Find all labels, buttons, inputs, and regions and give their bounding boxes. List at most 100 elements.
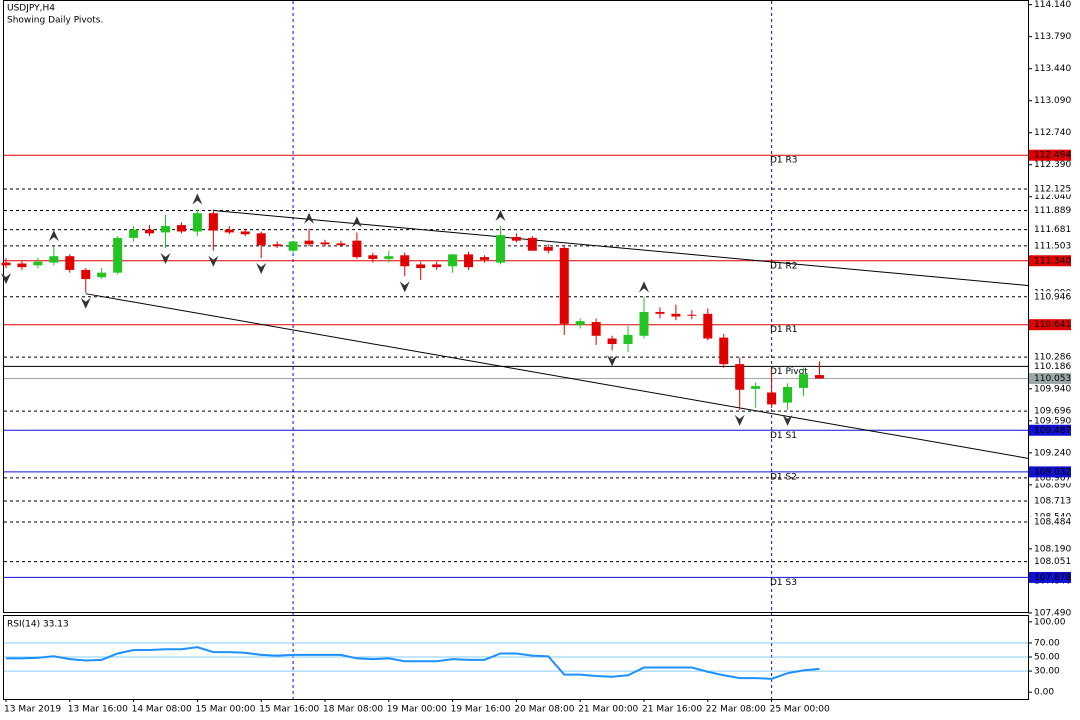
x-tick-label: 19 Mar 16:00 xyxy=(451,705,511,715)
level-label: 108.051 xyxy=(1034,557,1071,567)
candle-body xyxy=(384,256,394,259)
candle-body xyxy=(65,256,75,270)
level-label-box xyxy=(1029,516,1071,528)
candle-body xyxy=(81,269,91,280)
candle-body xyxy=(224,229,234,233)
level-label-box xyxy=(1029,472,1071,484)
candle-body xyxy=(17,263,27,268)
candle-body xyxy=(607,338,617,345)
y-tick-label: 112.040 xyxy=(1034,192,1071,202)
pivot-label-box xyxy=(1029,360,1071,372)
fractal-down xyxy=(256,263,267,275)
pivot-label-box xyxy=(1029,424,1071,436)
pivot-label-box xyxy=(1029,149,1071,161)
rsi-y-tick-label: 0.00 xyxy=(1034,688,1054,698)
candle-body xyxy=(751,386,761,389)
pivot-name: D1 R1 xyxy=(770,325,798,335)
y-tick-label: 109.590 xyxy=(1034,416,1071,426)
trend-line xyxy=(213,209,1029,286)
pivot-name: D1 S2 xyxy=(770,472,797,482)
level-label: 110.286 xyxy=(1034,353,1071,363)
pivot-name: D1 R2 xyxy=(770,261,798,271)
candle-body xyxy=(655,311,665,314)
x-tick-label: 22 Mar 08:00 xyxy=(706,705,766,715)
candle-body xyxy=(623,334,633,345)
candle-body xyxy=(527,237,537,251)
candle-body xyxy=(687,314,697,316)
y-tick-label: 107.490 xyxy=(1034,608,1071,618)
candle-body xyxy=(208,213,218,231)
candle-body xyxy=(719,337,729,365)
x-tick-label: 13 Mar 2019 xyxy=(4,705,61,715)
candle-body xyxy=(575,321,585,325)
x-tick-label: 15 Mar 16:00 xyxy=(259,705,319,715)
pivot-label-box xyxy=(1029,319,1071,331)
candle-body xyxy=(814,375,824,379)
fractal-down xyxy=(1,273,11,285)
candle-body xyxy=(432,264,442,268)
x-tick-label: 21 Mar 16:00 xyxy=(642,705,702,715)
y-tick-label: 113.440 xyxy=(1034,64,1071,74)
y-tick-label: 113.790 xyxy=(1034,32,1071,42)
candle-body xyxy=(799,374,808,388)
rsi-label: RSI(14) 33.13 xyxy=(7,620,69,630)
y-tick-label: 108.890 xyxy=(1034,480,1071,490)
level-label-box xyxy=(1029,495,1071,507)
candle-body xyxy=(161,226,170,233)
level-label-box xyxy=(1029,205,1071,217)
candle-body xyxy=(591,322,601,336)
level-label-box xyxy=(1029,224,1071,236)
candle-body xyxy=(192,213,202,232)
level-label: 110.946 xyxy=(1034,292,1071,302)
candle-body xyxy=(240,231,250,235)
candle-body xyxy=(97,272,107,278)
pivot-name: D1 Pivot xyxy=(770,367,808,377)
x-tick-label: 14 Mar 08:00 xyxy=(132,705,192,715)
candle-body xyxy=(304,240,314,245)
fractal-down xyxy=(80,297,91,309)
trend-line xyxy=(85,293,1029,459)
level-label-box xyxy=(1029,183,1071,195)
candle-body xyxy=(735,364,745,390)
level-label: 108.484 xyxy=(1034,517,1071,527)
x-tick-label: 18 Mar 08:00 xyxy=(323,705,383,715)
candle-body xyxy=(559,247,569,324)
candle-body xyxy=(129,229,139,238)
candle-body xyxy=(145,229,155,234)
y-tick-label: 109.240 xyxy=(1034,448,1071,458)
pivot-label-box xyxy=(1029,466,1071,478)
level-label: 108.967 xyxy=(1034,473,1071,483)
chart-subtitle: Showing Daily Pivots. xyxy=(7,16,103,26)
candle-body xyxy=(480,257,489,260)
rsi-y-tick-label: 30.00 xyxy=(1034,667,1060,677)
candle-body xyxy=(511,236,521,241)
candle-body xyxy=(352,240,362,258)
level-label: 111.681 xyxy=(1034,225,1071,235)
rsi-y-tick-label: 50.00 xyxy=(1034,653,1060,663)
rsi-y-tick-label: 100.00 xyxy=(1034,617,1066,627)
pivot-label: 109.032 xyxy=(1034,467,1071,477)
rsi-y-tick-label: 70.00 xyxy=(1034,638,1060,648)
pivot-label-box xyxy=(1029,571,1071,583)
candle-body xyxy=(336,243,346,246)
fractal-down xyxy=(208,255,219,267)
level-label-box xyxy=(1029,556,1071,568)
main-frame xyxy=(3,0,1029,613)
level-label: 112.125 xyxy=(1034,184,1071,194)
candle-body xyxy=(400,255,410,267)
x-tick-label: 13 Mar 16:00 xyxy=(68,705,128,715)
candle-body xyxy=(495,235,505,263)
candle-body xyxy=(464,254,474,268)
candle-body xyxy=(639,311,649,336)
candle-body xyxy=(320,242,330,245)
pivot-label: 112.494 xyxy=(1034,151,1071,161)
level-label-box xyxy=(1029,351,1071,363)
pivot-label: 111.340 xyxy=(1034,256,1071,266)
candle-body xyxy=(416,264,426,269)
x-tick-label: 21 Mar 00:00 xyxy=(578,705,638,715)
candle-body xyxy=(543,247,553,251)
candle-body xyxy=(49,256,59,263)
pivot-name: D1 R3 xyxy=(770,156,798,166)
y-tick-label: 112.740 xyxy=(1034,128,1071,138)
